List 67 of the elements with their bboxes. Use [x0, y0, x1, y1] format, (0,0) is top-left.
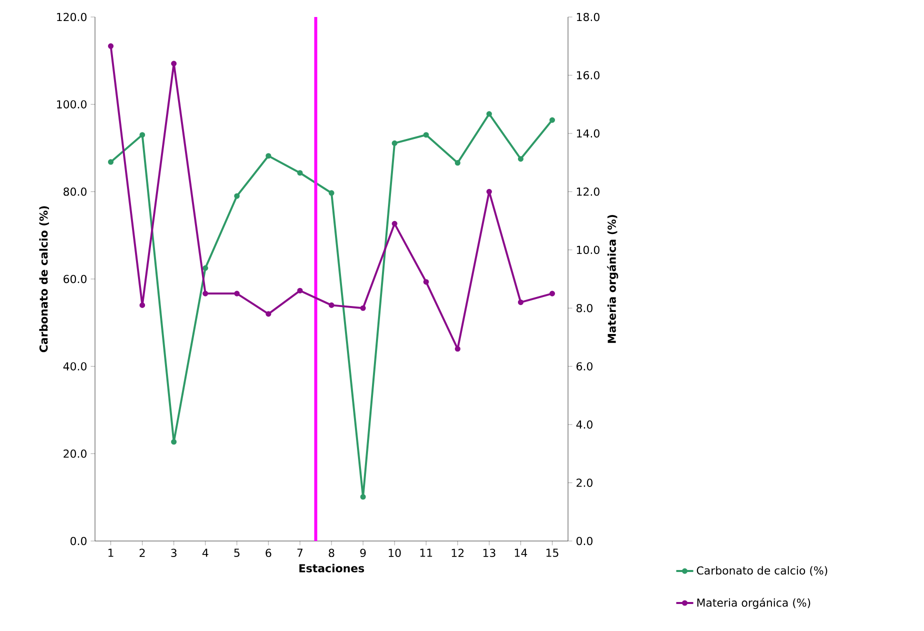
- y-tick-label: 40.0: [63, 362, 86, 370]
- point: [549, 117, 556, 123]
- x-tick-label: 4: [202, 548, 208, 557]
- legend-label: Materia orgánica (%): [697, 598, 810, 609]
- y-axis-title: Carbonato de calcio (%): [39, 206, 50, 352]
- x-tick-label: 1: [108, 548, 114, 557]
- y2-tick-label: 6.0: [576, 362, 592, 370]
- point: [518, 299, 524, 306]
- point: [234, 193, 240, 199]
- point: [202, 265, 208, 271]
- point: [202, 290, 208, 296]
- point: [266, 153, 272, 159]
- point: [454, 160, 460, 166]
- y-tick-label: 100.0: [57, 100, 86, 108]
- y2-tick-label: 14.0: [576, 129, 600, 138]
- y-tick-label: 0.0: [70, 536, 86, 546]
- y2-tick-label: 0.0: [576, 536, 592, 546]
- x-tick-label: 8: [328, 548, 334, 558]
- point: [423, 279, 429, 285]
- y2-tick-label: 4.0: [576, 420, 592, 429]
- point: [140, 302, 146, 308]
- x-tick-label: 3: [171, 548, 176, 558]
- x-tick-label: 15: [546, 548, 558, 557]
- x-tick-label: 7: [297, 548, 303, 557]
- y2-tick-label: 8.0: [576, 304, 592, 312]
- point: [486, 111, 492, 117]
- point: [171, 439, 177, 445]
- point: [549, 290, 556, 296]
- x-tick-label: 13: [483, 548, 496, 558]
- point: [486, 188, 492, 194]
- x-tick-label: 12: [452, 548, 464, 557]
- legend-label: Carbonato de calcio (%): [696, 566, 828, 576]
- point: [360, 494, 366, 500]
- point: [392, 220, 398, 226]
- y-tick-label: 120.0: [57, 12, 86, 22]
- y-tick-label: 80.0: [64, 188, 86, 196]
- point: [360, 305, 366, 311]
- point: [518, 156, 524, 162]
- y2-tick-label: 12.0: [576, 188, 600, 196]
- x-tick-label: 10: [388, 548, 401, 558]
- y2-tick-label: 10.0: [576, 246, 600, 254]
- x-tick-label: 11: [420, 548, 432, 557]
- point: [266, 311, 272, 317]
- x-tick-label: 6: [266, 548, 272, 558]
- x-tick-label: 2: [140, 548, 145, 557]
- y-tick-label: 20.0: [64, 450, 86, 458]
- point: [171, 60, 177, 66]
- point: [392, 140, 398, 146]
- point: [423, 132, 429, 138]
- y2-tick-label: 2.0: [576, 478, 592, 487]
- point: [297, 170, 303, 176]
- x-axis-title: Estaciones: [299, 564, 364, 572]
- point: [108, 159, 114, 165]
- point: [297, 288, 303, 294]
- point: [328, 190, 334, 196]
- point: [140, 132, 146, 138]
- y2-axis-title: Materia orgánica (%): [607, 215, 618, 343]
- x-tick-label: 9: [360, 548, 366, 558]
- y2-tick-label: 18.0: [576, 12, 600, 22]
- x-tick-label: 5: [234, 548, 240, 557]
- point: [108, 43, 114, 49]
- point: [454, 346, 460, 352]
- y2-tick-label: 16.0: [576, 71, 600, 80]
- point: [328, 302, 334, 308]
- point: [234, 290, 240, 296]
- y-tick-label: 60.0: [64, 274, 86, 284]
- x-tick-label: 14: [514, 548, 528, 557]
